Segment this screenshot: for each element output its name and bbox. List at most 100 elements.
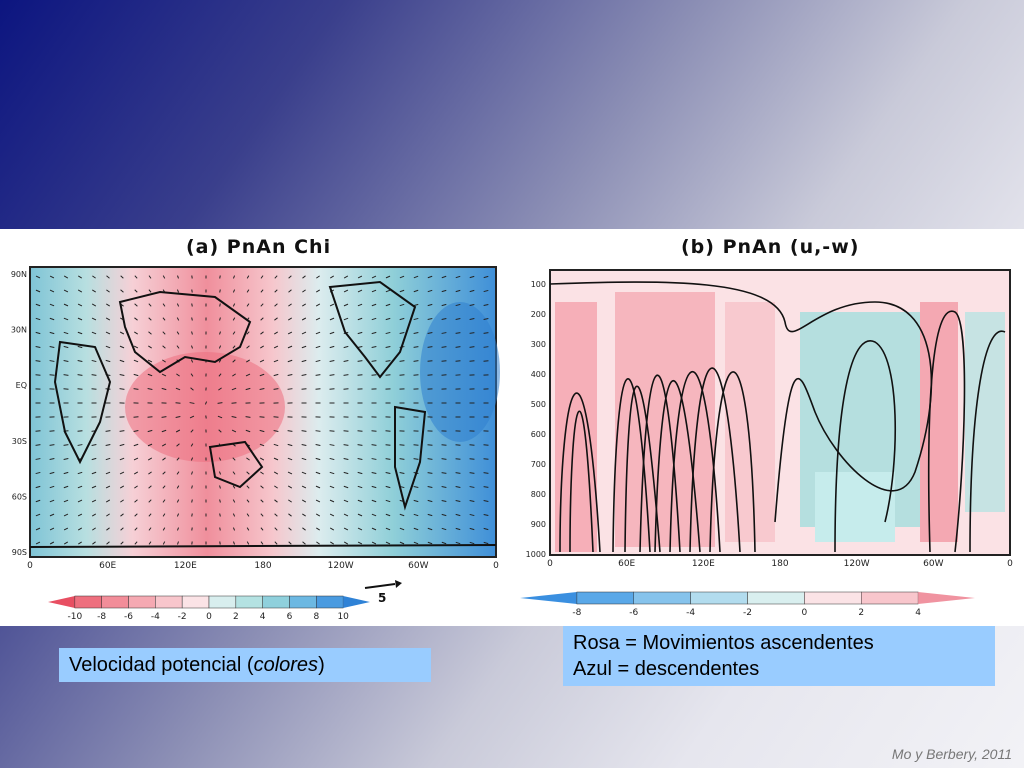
wind-arrow <box>259 373 265 377</box>
colorbar-tick-label: -6 <box>124 612 133 622</box>
wind-arrow <box>147 359 153 363</box>
wind-arrow <box>176 443 180 447</box>
wind-arrow <box>134 289 138 293</box>
wind-arrow <box>77 471 83 475</box>
wind-arrow <box>77 331 83 335</box>
wind-arrow <box>413 444 419 446</box>
axis-tick-label: 30N <box>11 326 27 335</box>
wind-arrow <box>147 443 153 447</box>
wind-arrow <box>232 275 236 279</box>
wind-arrow <box>371 471 377 475</box>
wind-arrow <box>232 485 236 489</box>
wind-arrow <box>49 289 55 293</box>
wind-arrow <box>119 430 125 432</box>
wind-arrow <box>357 485 363 489</box>
wind-arrow <box>232 331 236 335</box>
wind-arrow <box>105 359 111 363</box>
colorbar-cell <box>262 595 290 609</box>
caption-left-prefix: Velocidad potencial ( <box>69 654 254 676</box>
wind-arrow <box>288 303 292 307</box>
wind-arrow <box>35 541 41 545</box>
wind-arrow <box>287 317 293 321</box>
wind-arrow <box>274 485 278 489</box>
wind-arrow <box>259 388 265 390</box>
wind-arrow <box>77 485 83 489</box>
wind-arrow <box>191 527 193 531</box>
wind-arrow <box>91 499 97 503</box>
wind-arrow <box>232 289 236 293</box>
wind-arrow <box>260 527 264 531</box>
wind-arrow <box>343 275 349 279</box>
caption-vertical-motion: Rosa = Movimientos ascendentes Azul = de… <box>563 626 995 686</box>
wind-arrow <box>63 513 69 517</box>
wind-arrow <box>302 289 306 293</box>
wind-arrow <box>273 359 279 363</box>
wind-arrow <box>329 303 335 307</box>
wind-arrow <box>357 289 363 293</box>
wind-arrow <box>315 374 321 376</box>
wind-arrow <box>259 359 265 363</box>
wind-arrow <box>63 499 69 503</box>
wind-arrow <box>287 373 293 377</box>
wind-arrow <box>35 471 41 475</box>
wind-arrow <box>385 289 391 293</box>
wind-arrow <box>219 289 221 293</box>
wind-arrow <box>49 527 55 531</box>
colorbar-end <box>520 592 577 604</box>
wind-arrow <box>469 289 475 293</box>
wind-arrow <box>287 485 293 489</box>
wind-arrow <box>301 303 307 307</box>
wind-arrow <box>246 275 250 279</box>
wind-arrow <box>273 443 279 447</box>
wind-arrow <box>455 346 461 348</box>
wind-arrow <box>120 275 124 279</box>
wind-arrow <box>246 541 250 545</box>
wind-arrow <box>148 303 152 307</box>
wind-arrow <box>343 303 349 307</box>
wind-arrow <box>315 345 321 349</box>
wind-arrow <box>190 387 194 391</box>
wind-arrow <box>288 289 292 293</box>
wind-arrow <box>133 443 139 447</box>
wind-arrow <box>315 430 321 432</box>
wind-arrow <box>371 317 377 321</box>
wind-arrow <box>147 429 153 433</box>
wind-arrow <box>190 429 194 433</box>
wind-arrow <box>343 345 349 349</box>
wind-arrow <box>371 444 377 446</box>
wind-arrow <box>91 303 97 307</box>
wind-arrow <box>49 444 55 446</box>
wind-arrow <box>329 275 335 279</box>
wind-arrow <box>246 499 250 503</box>
wind-arrow <box>63 317 69 321</box>
wind-arrow <box>191 485 193 489</box>
wind-arrow <box>162 303 166 307</box>
wind-arrow <box>78 275 82 279</box>
wind-arrow <box>371 289 377 293</box>
wind-arrow <box>219 303 221 307</box>
wind-arrow <box>148 471 152 475</box>
wind-arrow <box>274 275 278 279</box>
wind-arrow <box>441 472 447 474</box>
wind-arrow <box>232 513 236 517</box>
wind-arrow <box>219 331 221 335</box>
wind-arrow <box>260 471 264 475</box>
wind-arrow <box>483 318 489 320</box>
wind-arrow <box>162 541 166 545</box>
axis-tick-label: 1000 <box>526 550 546 559</box>
wind-arrow <box>441 527 447 531</box>
wind-arrow <box>427 275 433 279</box>
wind-arrow <box>329 360 335 362</box>
wind-arrow <box>385 374 391 376</box>
wind-arrow <box>329 345 335 349</box>
wind-arrow <box>189 402 195 404</box>
wind-arrow <box>162 331 166 335</box>
wind-arrow <box>35 527 41 531</box>
wind-arrow <box>77 527 83 531</box>
axis-tick-label: 0 <box>27 561 33 571</box>
wind-arrow <box>148 527 152 531</box>
wind-arrow <box>190 359 194 363</box>
wind-arrow <box>315 317 321 321</box>
colorbar-tick-label: -2 <box>743 608 752 618</box>
wind-arrow <box>399 360 405 362</box>
